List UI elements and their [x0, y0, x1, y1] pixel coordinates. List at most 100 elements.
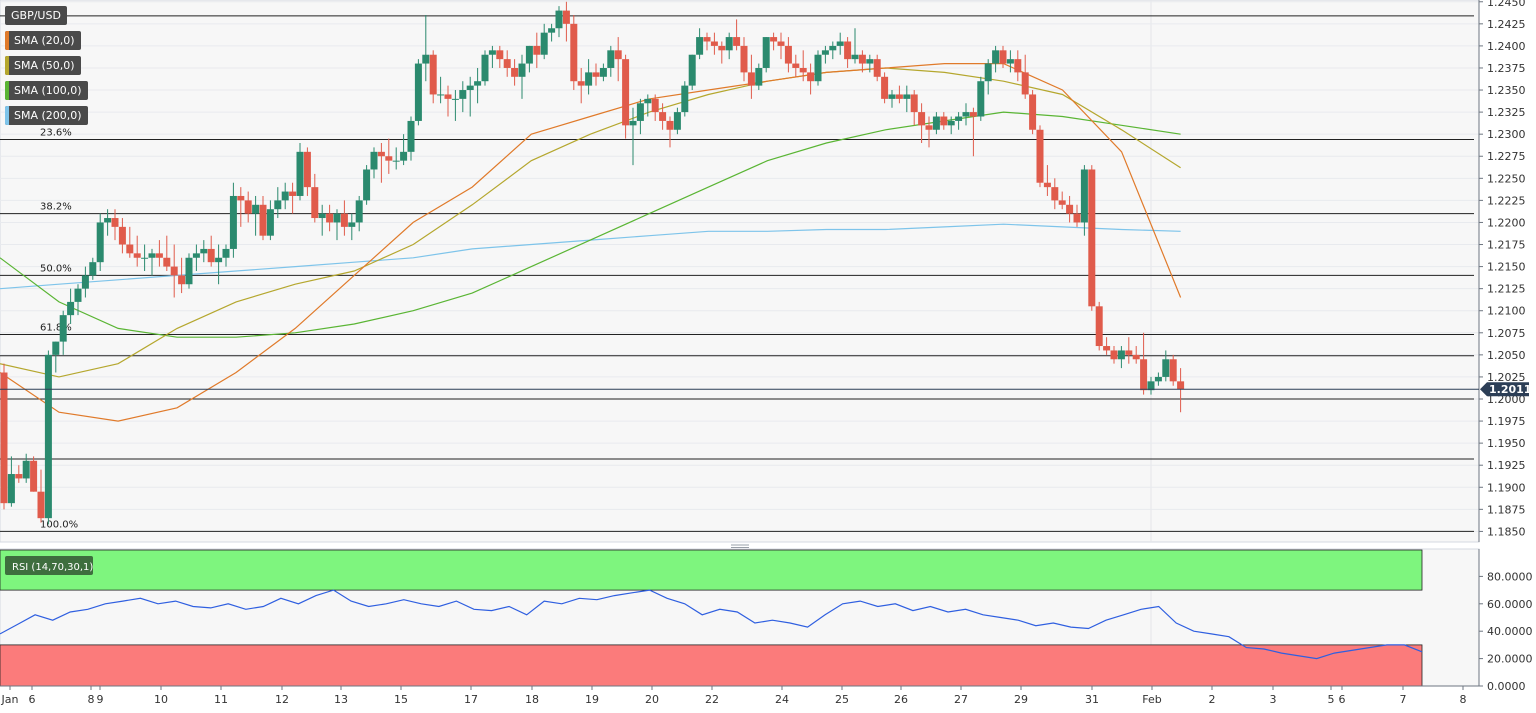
- price-tick-label: 1.2225: [1487, 194, 1526, 207]
- candle-body: [762, 37, 770, 68]
- candle-body: [696, 37, 704, 55]
- candle-body: [274, 200, 282, 210]
- time-tick-label: 25: [835, 693, 849, 706]
- bearish-candle: [385, 138, 393, 174]
- bearish-candle: [133, 235, 141, 267]
- candle-body: [1154, 376, 1162, 382]
- bullish-candle: [185, 253, 193, 289]
- candle-body: [821, 50, 829, 55]
- overbought-zone: [0, 549, 1423, 591]
- bearish-candle: [659, 103, 667, 130]
- candle-body: [81, 275, 89, 289]
- sma200-legend[interactable]: SMA (200,0): [5, 106, 88, 125]
- bullish-candle: [414, 59, 422, 126]
- price-tick-label: 1.2125: [1487, 283, 1526, 296]
- candle-body: [799, 67, 807, 73]
- bearish-candle: [1125, 337, 1133, 364]
- candle-body: [740, 45, 748, 73]
- candle-body: [622, 59, 630, 126]
- bearish-candle: [770, 32, 778, 51]
- bearish-candle: [244, 191, 252, 223]
- fibonacci-label: 100.0%: [40, 519, 78, 530]
- sma20-legend[interactable]: SMA (20,0): [5, 31, 81, 50]
- candle-body: [459, 90, 467, 99]
- bearish-candle: [1169, 354, 1177, 386]
- bearish-candle: [666, 116, 674, 148]
- candle-body: [1147, 381, 1155, 391]
- price-tick-label: 1.2275: [1487, 150, 1526, 163]
- time-tick-label: 13: [334, 693, 348, 706]
- bearish-candle: [1029, 90, 1037, 135]
- candle-body: [400, 151, 408, 161]
- bearish-candle: [1103, 337, 1111, 355]
- bullish-candle: [141, 244, 149, 271]
- rsi-tick-label: 40.0000: [1487, 625, 1533, 638]
- current-price-label: 1.20111: [1489, 383, 1536, 396]
- candle-body: [784, 45, 792, 64]
- candle-body: [895, 94, 903, 99]
- bearish-candle: [873, 54, 881, 82]
- candle-body: [7, 474, 15, 504]
- bearish-candle: [30, 456, 38, 492]
- bullish-candle: [333, 209, 341, 241]
- candle-body: [755, 67, 763, 86]
- bullish-candle: [59, 310, 67, 355]
- candle-body: [311, 187, 319, 219]
- candle-body: [163, 257, 171, 267]
- bearish-candle: [1058, 191, 1066, 210]
- bearish-candle: [858, 50, 866, 73]
- bullish-candle: [481, 50, 489, 86]
- price-tick-label: 1.2175: [1487, 239, 1526, 252]
- candle-body: [651, 98, 659, 113]
- rsi-tick-label: 60.0000: [1487, 598, 1533, 611]
- bullish-candle: [459, 81, 467, 113]
- bullish-candle: [44, 350, 52, 525]
- candle-body: [422, 54, 430, 64]
- candle-body: [148, 253, 156, 258]
- candle-body: [555, 10, 563, 29]
- candle-body: [1117, 350, 1125, 360]
- bullish-candle: [229, 182, 237, 258]
- bullish-candle: [422, 15, 430, 82]
- candle-body: [925, 125, 933, 130]
- bullish-candle: [67, 288, 75, 324]
- candle-body: [792, 63, 800, 68]
- time-tick-label: 9: [97, 693, 104, 706]
- candle-body: [814, 54, 822, 82]
- candle-body: [1177, 381, 1185, 390]
- candle-body: [599, 67, 607, 77]
- bullish-candle: [814, 50, 822, 86]
- candle-body: [710, 41, 718, 46]
- candle-body: [1132, 354, 1140, 360]
- candle-body: [577, 81, 585, 86]
- candle-body: [570, 23, 578, 82]
- bearish-candle: [910, 90, 918, 126]
- bullish-candle: [74, 284, 82, 316]
- price-tick-label: 1.2300: [1487, 128, 1526, 141]
- sma50-legend[interactable]: SMA (50,0): [5, 56, 81, 75]
- candle-body: [525, 45, 533, 64]
- candle-body: [629, 120, 637, 126]
- time-tick-label: 31: [1085, 693, 1099, 706]
- bearish-candle: [1132, 346, 1140, 364]
- bullish-candle: [274, 187, 282, 219]
- bearish-candle: [577, 67, 585, 104]
- bearish-candle: [777, 32, 785, 60]
- price-tick-label: 1.2100: [1487, 305, 1526, 318]
- candle-body: [170, 266, 178, 276]
- rsi-panel: 80.0000 60.0000 40.0000 20.0000 0.0000 RSI (1…: [0, 549, 1533, 693]
- bearish-candle: [844, 37, 852, 68]
- bearish-candle: [118, 218, 126, 254]
- bullish-candle: [407, 116, 415, 161]
- rsi-line: [0, 589, 1423, 660]
- bullish-candle: [89, 257, 97, 280]
- sma100-label: SMA (100,0): [14, 84, 82, 97]
- sma100-legend[interactable]: SMA (100,0): [5, 81, 88, 100]
- bullish-candle: [555, 6, 563, 38]
- candle-body: [392, 160, 400, 162]
- bearish-candle: [1177, 368, 1185, 413]
- bullish-candle: [644, 94, 652, 117]
- bearish-candle: [925, 116, 933, 148]
- price-tick-label: 1.2075: [1487, 327, 1526, 340]
